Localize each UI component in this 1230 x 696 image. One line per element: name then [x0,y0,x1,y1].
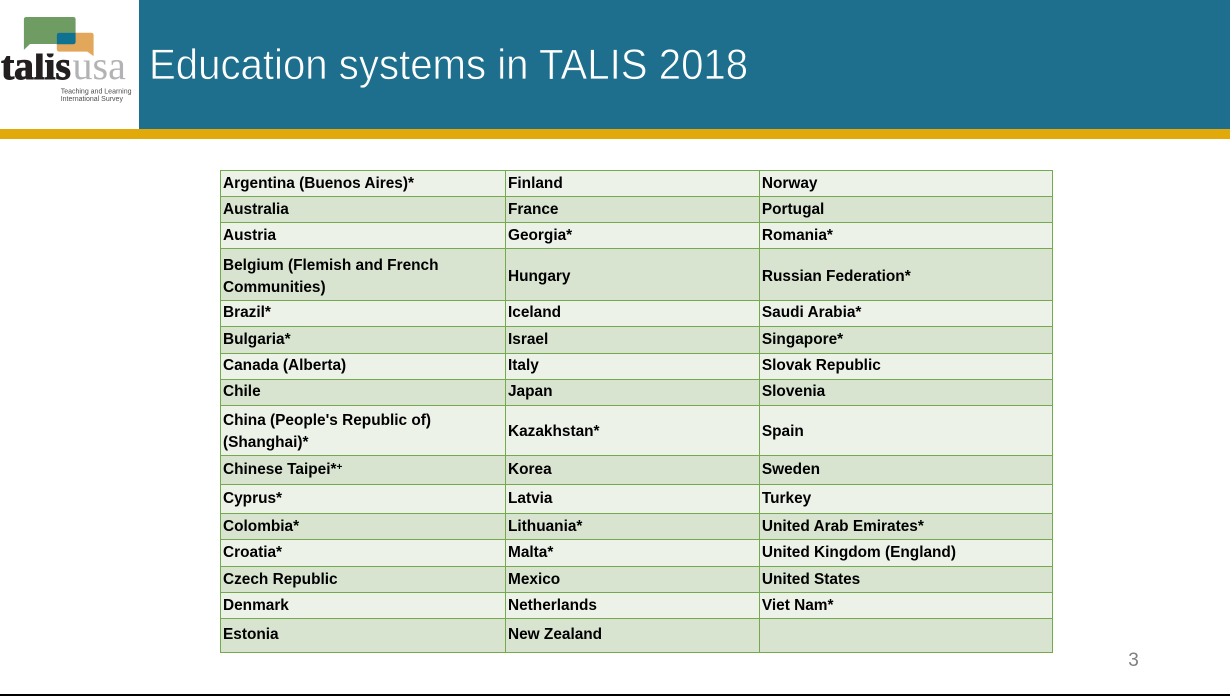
svg-text:talis: talis [1,43,71,88]
svg-text:usa: usa [73,43,127,88]
svg-text:International Survey: International Survey [61,96,124,103]
svg-text:Teaching and Learning: Teaching and Learning [61,89,132,96]
